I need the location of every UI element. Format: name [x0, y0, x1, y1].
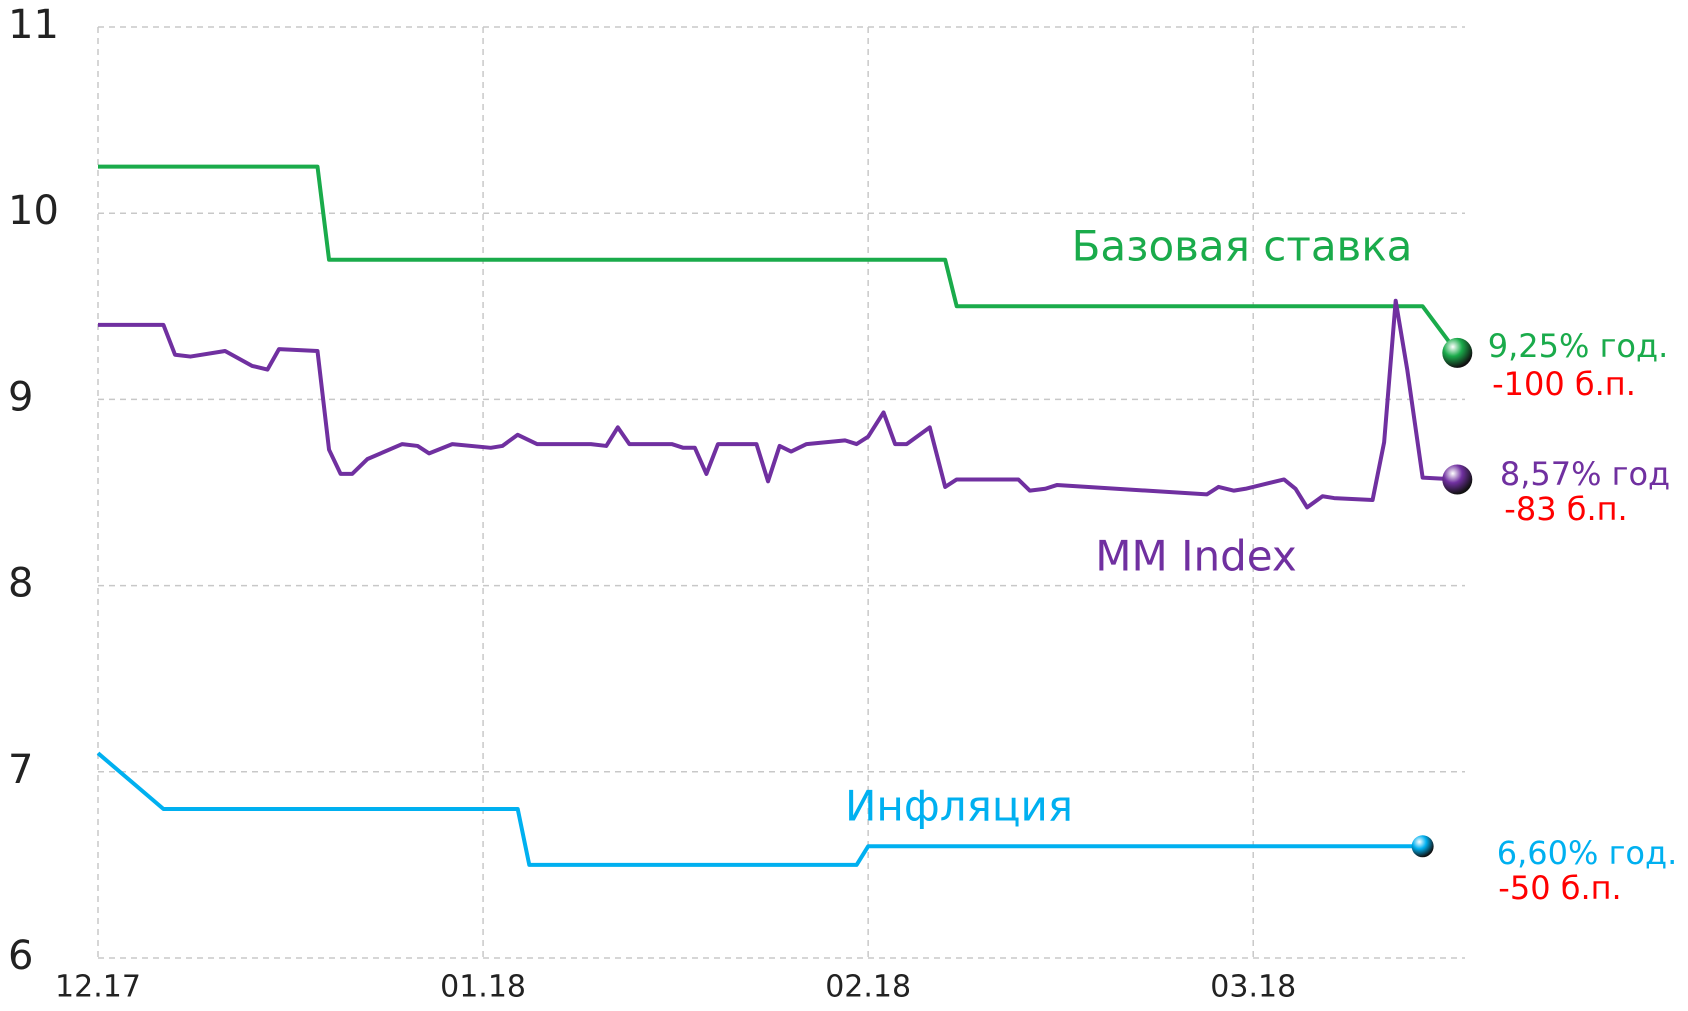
end-label: 8,57% год [1500, 455, 1670, 493]
y-tick-label: 11 [8, 2, 59, 48]
x-tick-label: 03.18 [1210, 970, 1296, 1005]
end-marker [1442, 464, 1473, 495]
series-name: Базовая ставка [1072, 222, 1413, 271]
y-tick-label: 6 [8, 933, 33, 979]
y-tick-label: 8 [8, 561, 33, 607]
series-line [98, 298, 1458, 510]
change-label: -100 б.п. [1492, 365, 1636, 403]
series-line [96, 751, 1423, 867]
y-tick-label: 10 [8, 188, 59, 234]
change-label: -50 б.п. [1498, 869, 1621, 907]
series-name: Инфляция [845, 782, 1073, 831]
end-label: 9,25% год. [1488, 327, 1669, 365]
y-tick-label: 7 [8, 747, 33, 793]
x-tick-label: 01.18 [440, 970, 526, 1005]
series-name: MM Index [1095, 532, 1296, 581]
end-marker [1442, 337, 1473, 368]
x-tick-label: 12.17 [55, 970, 141, 1005]
y-tick-label: 9 [8, 374, 33, 420]
end-label: 6,60% год. [1497, 834, 1678, 872]
series-line [98, 164, 1459, 355]
end-marker [1411, 835, 1434, 858]
x-tick-label: 02.18 [825, 970, 911, 1005]
change-label: -83 б.п. [1504, 490, 1627, 528]
